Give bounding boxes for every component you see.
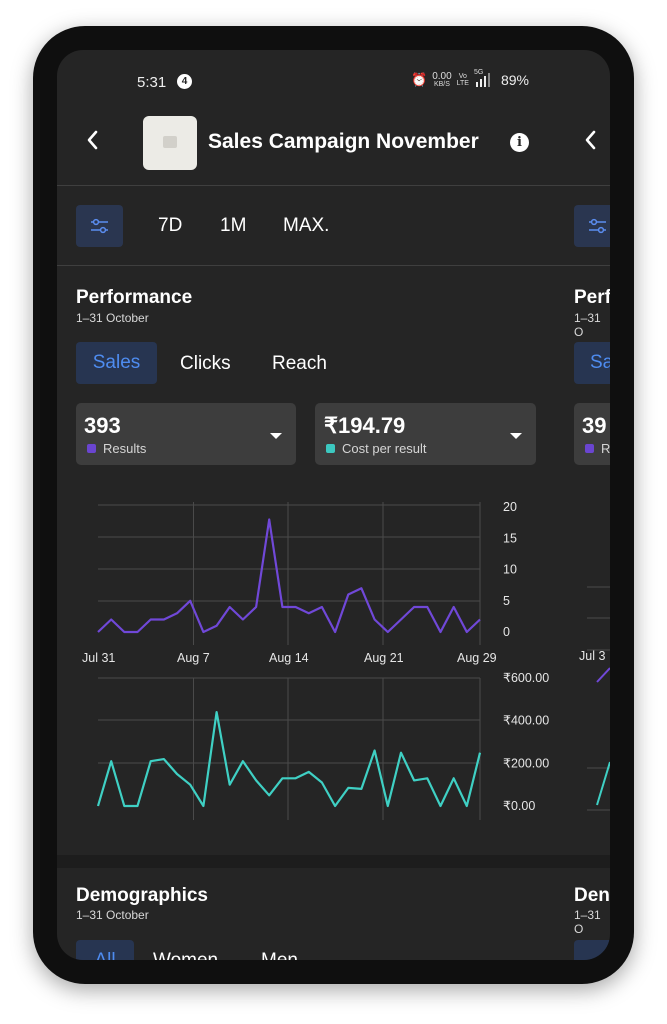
tab-sales[interactable]: Sales	[76, 342, 157, 384]
demographics-title: Demographics	[76, 885, 208, 906]
next-panel-demographics-date: 1–31 O	[574, 908, 601, 936]
performance-date-range: 1–31 October	[76, 311, 149, 325]
section-separator	[57, 855, 610, 868]
battery-percent: 89%	[500, 72, 530, 88]
results-series-line	[97, 518, 481, 634]
x-tick-label: Aug 29	[457, 651, 497, 665]
next-panel-metric-label: R	[585, 441, 610, 456]
performance-title: Performance	[76, 287, 193, 308]
next-panel-demographics-title: Den	[574, 885, 610, 906]
period-7d[interactable]: 7D	[158, 215, 183, 236]
y-tick-label: ₹200.00	[503, 756, 549, 770]
next-panel-chart-peek	[587, 586, 610, 811]
cost-per-result-label-row: Cost per result	[326, 441, 427, 456]
status-time: 5:31	[137, 74, 167, 91]
x-tick-label: Jul 31	[82, 651, 115, 665]
chevron-down-icon	[510, 433, 522, 439]
y-tick-label: 20	[503, 500, 517, 514]
info-icon[interactable]: i	[510, 133, 529, 152]
cost-per-result-metric-card[interactable]: ₹194.79 Cost per result	[315, 403, 536, 465]
y-tick-label: ₹400.00	[503, 714, 549, 728]
next-panel-filter-button[interactable]	[574, 205, 610, 247]
image-placeholder-icon	[163, 136, 177, 148]
notification-count-badge: 4	[177, 74, 192, 89]
filter-button[interactable]	[76, 205, 123, 247]
next-panel-metric-card[interactable]: 39 R	[574, 403, 610, 465]
sliders-icon	[91, 218, 108, 234]
results-metric-card[interactable]: 393 Results	[76, 403, 296, 465]
tab-men[interactable]: Men	[261, 950, 298, 960]
network-speed-value: 0.00	[432, 71, 452, 82]
campaign-thumbnail	[143, 116, 197, 170]
volte-top: Vo	[458, 73, 467, 80]
y-tick-label: ₹600.00	[503, 671, 549, 685]
tab-reach[interactable]: Reach	[272, 353, 327, 374]
next-panel-x-label: Jul 3	[579, 649, 606, 663]
cost-per-result-label: Cost per result	[342, 441, 427, 456]
sliders-icon	[589, 218, 606, 234]
results-value: 393	[84, 413, 121, 438]
status-icons: ⏰ 0.00 KB/S Vo LTE 5G 89%	[411, 69, 530, 89]
results-legend-swatch	[87, 444, 96, 453]
x-tick-label: Aug 7	[177, 651, 210, 665]
app-screen: 5:31 4 ⏰ 0.00 KB/S Vo LTE 5G 89% Sales C…	[57, 50, 610, 960]
volte-bottom: LTE	[456, 80, 469, 87]
y-tick-label: ₹0.00	[503, 799, 535, 813]
tab-all[interactable]: All	[76, 940, 134, 960]
tab-women[interactable]: Women	[153, 950, 218, 960]
page-title: Sales Campaign November	[208, 130, 479, 153]
x-tick-label: Aug 14	[269, 651, 309, 665]
y-tick-label: 10	[503, 563, 517, 577]
network-speed: 0.00 KB/S	[432, 71, 452, 89]
next-panel-legend-swatch	[585, 444, 594, 453]
results-label-row: Results	[87, 441, 146, 456]
volte-indicator: Vo LTE	[457, 73, 469, 87]
demographics-date-range: 1–31 October	[76, 908, 149, 922]
next-panel-back-arrow-icon[interactable]	[583, 129, 597, 157]
signal-icon: 5G	[474, 69, 496, 87]
period-max[interactable]: MAX.	[283, 215, 330, 236]
x-tick-label: Aug 21	[364, 651, 404, 665]
y-tick-label: 5	[503, 594, 510, 608]
network-speed-unit: KB/S	[433, 81, 450, 88]
tab-clicks[interactable]: Clicks	[180, 353, 231, 374]
signal-label: 5G	[473, 69, 484, 76]
y-tick-label: 0	[503, 625, 510, 639]
cost-per-result-legend-swatch	[326, 444, 335, 453]
next-panel-tab-sales[interactable]: Sa	[574, 342, 610, 384]
y-tick-label: 15	[503, 531, 517, 545]
cost-per-result-value: ₹194.79	[324, 413, 406, 438]
back-arrow-icon[interactable]	[85, 129, 99, 157]
cost-per-result-series-line	[96, 710, 482, 808]
chevron-down-icon	[270, 433, 282, 439]
next-panel-title: Perf	[574, 287, 610, 308]
next-panel-label-text: R	[601, 441, 610, 456]
alarm-icon: ⏰	[411, 72, 428, 87]
results-label: Results	[103, 441, 147, 456]
header-divider	[57, 185, 610, 186]
period-1m[interactable]: 1M	[220, 215, 247, 236]
performance-charts: 20 15 10 5 0 ₹600.00 ₹400.00 ₹200.00 ₹0.00 Jul …	[82, 500, 549, 820]
next-panel-metric-value: 39	[582, 413, 607, 438]
next-panel-tab-all[interactable]	[574, 940, 610, 960]
next-panel-date-range: 1–31 O	[574, 311, 601, 339]
filter-divider	[57, 265, 610, 266]
